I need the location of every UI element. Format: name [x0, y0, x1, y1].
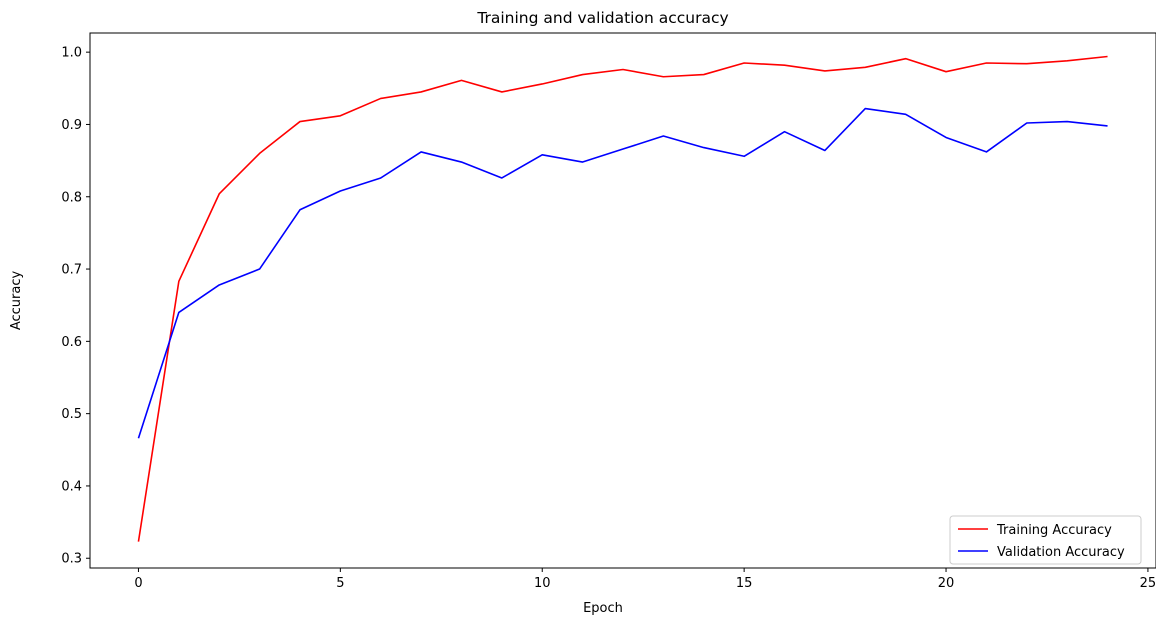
series-line-validation-accuracy	[137, 107, 1108, 439]
chart-title: Training and validation accuracy	[476, 9, 728, 27]
x-tick-label: 0	[134, 576, 142, 591]
y-tick-label: 1.0	[61, 46, 82, 61]
series-line-training-accuracy	[137, 55, 1108, 542]
y-tick-label: 0.5	[61, 407, 82, 422]
plot-frame	[89, 32, 1156, 569]
ticks-layer: 0 5 10 15 20 25 0.3 0.4 0.5 0.6 0.7 0.8 0.9 1.0	[61, 46, 1156, 591]
legend: Training Accuracy Validation Accuracy	[949, 515, 1142, 565]
x-tick-label: 15	[736, 576, 753, 591]
y-tick-label: 0.7	[61, 263, 82, 278]
x-axis-label: Epoch	[583, 601, 623, 616]
y-tick-label: 0.6	[61, 335, 82, 350]
y-axis-label: Accuracy	[9, 271, 24, 331]
x-tick-label: 5	[336, 576, 344, 591]
legend-label-validation-accuracy: Validation Accuracy	[997, 545, 1125, 560]
x-tick-label: 10	[534, 576, 551, 591]
y-tick-label: 0.4	[61, 479, 82, 494]
series-layer	[137, 55, 1108, 542]
x-tick-label: 25	[1140, 576, 1156, 591]
y-tick-label: 0.9	[61, 118, 82, 133]
legend-label-training-accuracy: Training Accuracy	[996, 523, 1112, 538]
y-tick-label: 0.3	[61, 552, 82, 567]
x-tick-label: 20	[938, 576, 955, 591]
legend-box	[949, 515, 1142, 565]
y-tick-label: 0.8	[61, 190, 82, 205]
